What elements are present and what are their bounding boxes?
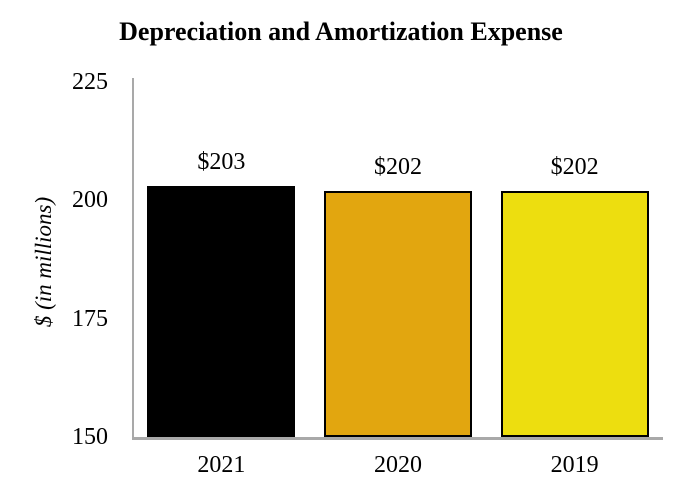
bar-value-label: $202 (550, 153, 599, 180)
bar-2020 (324, 190, 472, 437)
x-axis-label: 2020 (374, 452, 422, 478)
bar-2021 (147, 186, 296, 437)
y-tick-label: 200 (72, 187, 108, 214)
bar-2019 (500, 190, 649, 437)
y-tick-label: 150 (72, 424, 108, 450)
x-axis-label: 2021 (197, 452, 246, 478)
x-axis-label: 2019 (550, 452, 599, 478)
y-tick-label: 225 (72, 69, 108, 95)
y-tick-label: 175 (72, 305, 108, 332)
chart-title: Depreciation and Amortization Expense (119, 17, 563, 46)
bar-value-label: $203 (197, 149, 246, 176)
y-axis-line (132, 78, 134, 439)
bar-value-label: $202 (374, 153, 422, 180)
x-axis-line (132, 437, 663, 440)
